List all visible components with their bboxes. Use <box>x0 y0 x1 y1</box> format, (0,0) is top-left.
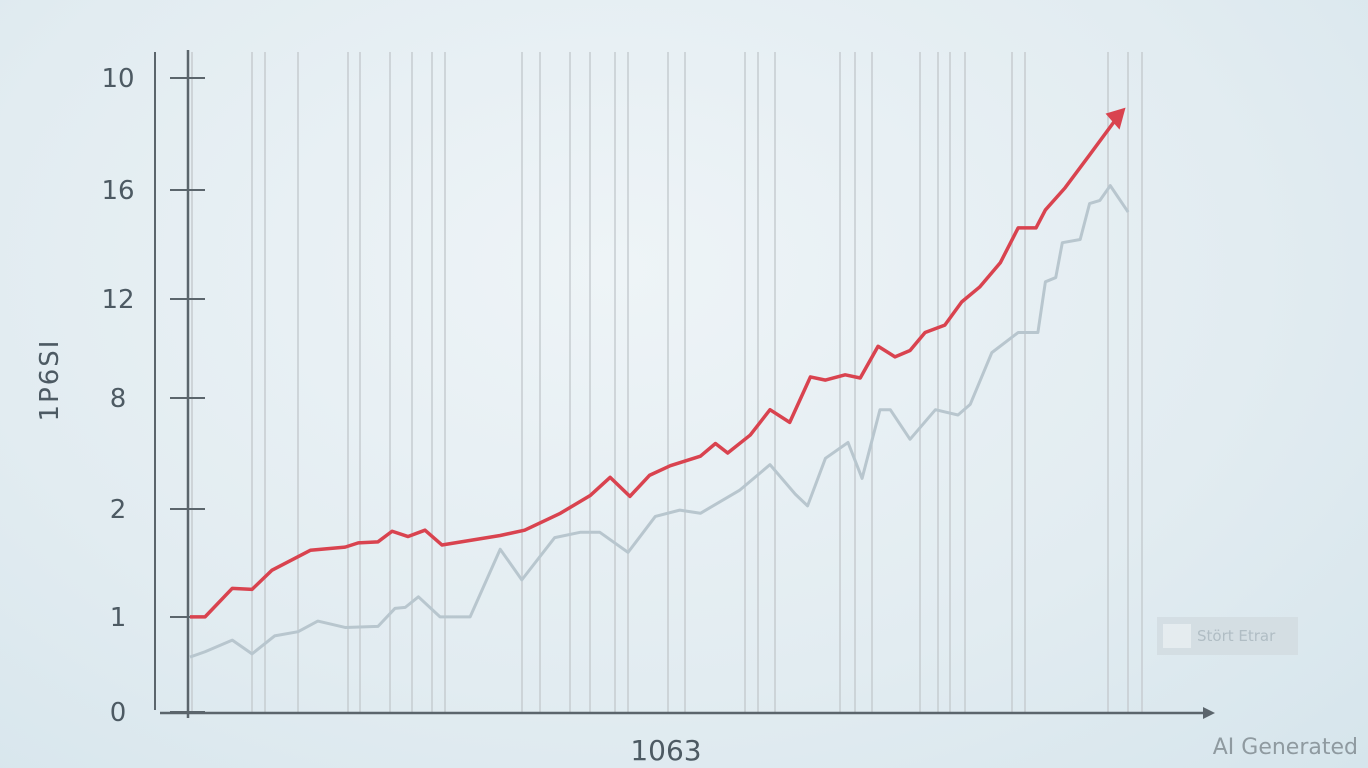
y-tick-label: 16 <box>101 176 134 206</box>
watermark: AI Generated <box>1212 735 1358 760</box>
legend-label: Stört Etrar <box>1197 627 1276 645</box>
series-line-gray <box>189 184 1130 659</box>
y-tick-label: 8 <box>110 384 127 414</box>
legend: Stört Etrar <box>1157 617 1298 655</box>
legend-swatch <box>1163 624 1191 648</box>
vertical-gridlines <box>191 52 1143 712</box>
x-axis-label: 1063 <box>630 734 701 767</box>
y-tick-label: 12 <box>101 285 134 315</box>
y-tick-label: 0 <box>110 698 127 728</box>
series-line-red <box>190 110 1123 619</box>
arrow-head <box>1105 107 1126 130</box>
x-axis-arrow <box>1203 707 1215 719</box>
series-group <box>189 107 1130 659</box>
y-tick-label: 2 <box>110 495 127 525</box>
y-axis-label: 1P6SI <box>35 339 65 422</box>
y-tick-label: 1 <box>110 603 127 633</box>
y-tick-label: 10 <box>101 64 134 94</box>
